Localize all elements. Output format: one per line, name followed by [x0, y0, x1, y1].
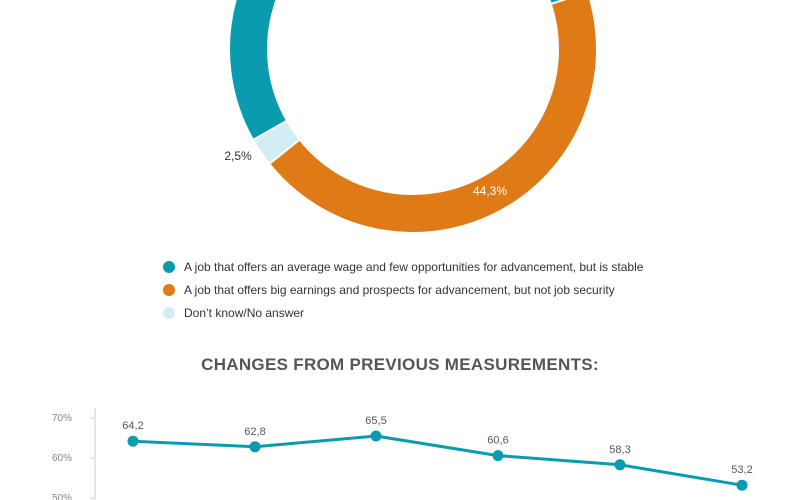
legend-label: A job that offers big earnings and prosp… — [184, 282, 615, 297]
y-tick-label: 60% — [52, 453, 72, 464]
donut-slice — [267, 0, 598, 234]
data-point — [736, 479, 748, 491]
data-label: 62,8 — [244, 426, 265, 438]
legend-swatch — [163, 283, 175, 296]
slice-data-label: 2,5% — [224, 149, 252, 163]
donut-chart: 44,3% 2,5% — [224, 0, 598, 234]
legend-label: A job that offers an average wage and fe… — [184, 259, 644, 274]
donut-slice — [228, 0, 567, 142]
data-label: 53,2 — [731, 464, 752, 476]
data-point — [370, 430, 382, 442]
data-label: 65,5 — [365, 415, 386, 427]
slice-data-label: 44,3% — [473, 184, 507, 198]
data-label: 58,3 — [609, 444, 630, 456]
legend-swatch — [163, 260, 175, 273]
data-point — [127, 435, 139, 447]
data-point — [492, 450, 504, 462]
legend-item: Don’t know/No answer — [163, 301, 643, 324]
y-tick-label: 50% — [52, 493, 72, 500]
line-chart-title: CHANGES FROM PREVIOUS MEASUREMENTS: — [201, 355, 599, 374]
legend-item: A job that offers an average wage and fe… — [163, 255, 643, 278]
y-tick-label: 70% — [52, 413, 72, 424]
legend-label: Don’t know/No answer — [184, 305, 305, 320]
data-label: 64,2 — [122, 420, 143, 432]
legend-item: A job that offers big earnings and prosp… — [163, 278, 643, 301]
series-line — [132, 434, 743, 487]
data-point — [249, 441, 261, 453]
data-label: 60,6 — [487, 435, 508, 447]
donut-legend: A job that offers an average wage and fe… — [163, 255, 643, 324]
legend-swatch — [163, 306, 175, 319]
line-chart: 70% 60% 50% 64,2 62,8 65,5 60,6 58,3 53,2 — [52, 408, 753, 500]
data-point — [614, 459, 626, 471]
